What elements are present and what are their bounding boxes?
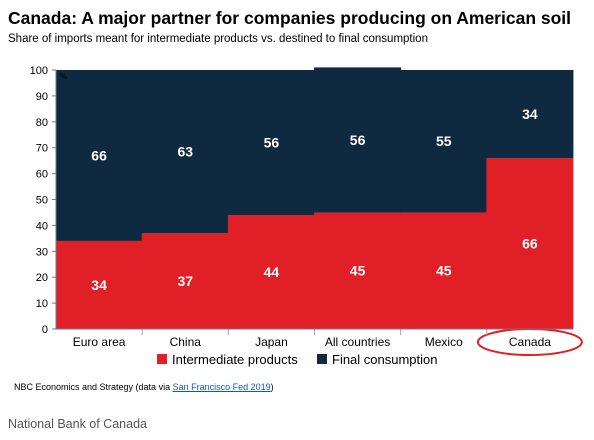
y-tick-label-90: 90	[36, 91, 48, 103]
chart-title: Canada: A major partner for companies pr…	[8, 8, 572, 28]
x-tick-label-euro-area: Euro area	[73, 335, 126, 349]
data-label-canada-final: 34	[522, 106, 538, 122]
y-tick-label-70: 70	[36, 143, 48, 155]
x-tick-label-mexico: Mexico	[425, 335, 463, 349]
source-suffix: )	[270, 382, 274, 392]
data-label-euro-area-final: 66	[91, 147, 107, 163]
legend-swatch-final	[317, 354, 327, 364]
source-link[interactable]: San Francisco Fed 2019	[172, 382, 271, 392]
bar-all-countries-intermediate	[314, 212, 402, 329]
bar-china-intermediate	[141, 233, 229, 329]
bar-canada-intermediate	[486, 158, 574, 329]
y-tick-label-100: 100	[30, 65, 48, 77]
x-tick-label-japan: Japan	[255, 335, 288, 349]
data-label-japan-intermediate: 44	[264, 264, 280, 280]
data-label-all-countries-final: 56	[350, 132, 366, 148]
source-prefix: NBC Economics and Strategy (data via	[14, 382, 173, 392]
y-tick-label-0: 0	[42, 324, 48, 336]
data-label-euro-area-intermediate: 34	[91, 277, 107, 293]
y-tick-label-30: 30	[36, 246, 48, 258]
data-label-canada-intermediate: 66	[522, 236, 538, 252]
bar-all-countries-final	[314, 67, 402, 213]
x-tick-label-china: China	[170, 335, 202, 349]
y-tick-label-50: 50	[36, 195, 48, 207]
bar-euro-area-final	[55, 70, 143, 241]
page-caption: National Bank of Canada	[8, 417, 147, 431]
legend-label-final: Final consumption	[332, 352, 438, 367]
y-tick-label-80: 80	[36, 117, 48, 129]
y-unit-label: %	[60, 72, 67, 81]
bar-canada-final	[486, 70, 574, 159]
legend-swatch-intermediate	[157, 354, 167, 364]
data-label-mexico-intermediate: 45	[436, 263, 452, 279]
chart-subtitle: Share of imports meant for intermediate …	[8, 33, 428, 45]
bar-mexico-final	[400, 70, 488, 213]
y-tick-label-20: 20	[36, 272, 48, 284]
source-note: NBC Economics and Strategy (data via San…	[14, 382, 274, 392]
legend-label-intermediate: Intermediate products	[172, 352, 298, 367]
x-tick-label-all-countries: All countries	[325, 335, 390, 349]
bar-euro-area-intermediate	[55, 240, 143, 329]
y-tick-label-60: 60	[36, 169, 48, 181]
bar-china-final	[141, 70, 229, 234]
x-tick-label-canada: Canada	[509, 335, 551, 349]
data-label-china-intermediate: 37	[177, 273, 193, 289]
data-label-all-countries-intermediate: 45	[350, 263, 366, 279]
y-tick-label-40: 40	[36, 220, 48, 232]
data-label-china-final: 63	[177, 144, 193, 160]
bar-mexico-intermediate	[400, 212, 488, 329]
data-label-mexico-final: 55	[436, 133, 452, 149]
bar-japan-intermediate	[227, 215, 315, 329]
bar-japan-final	[227, 70, 315, 216]
y-tick-label-10: 10	[36, 298, 48, 310]
data-label-japan-final: 56	[264, 135, 280, 151]
